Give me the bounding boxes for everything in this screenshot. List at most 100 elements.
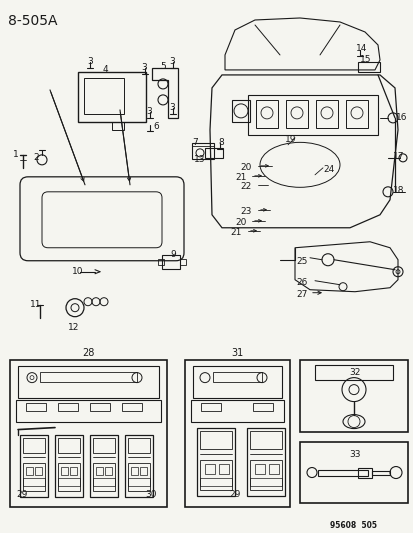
Bar xyxy=(255,100,277,128)
Text: 1: 1 xyxy=(13,150,19,159)
Text: 30: 30 xyxy=(145,489,156,498)
Bar xyxy=(23,463,45,490)
Bar xyxy=(315,100,337,128)
Bar xyxy=(192,143,214,159)
Bar xyxy=(40,372,137,382)
Bar xyxy=(61,466,68,474)
Bar xyxy=(247,427,284,496)
Bar xyxy=(185,360,289,507)
Bar xyxy=(10,360,166,507)
Text: 20: 20 xyxy=(235,218,246,227)
Bar xyxy=(249,478,281,486)
Bar xyxy=(161,255,180,269)
Bar xyxy=(231,100,249,122)
Text: 33: 33 xyxy=(348,449,360,458)
Text: 14: 14 xyxy=(355,44,366,53)
Text: 10: 10 xyxy=(72,266,83,276)
Text: 23: 23 xyxy=(240,207,251,216)
Bar xyxy=(84,78,124,114)
Text: 2: 2 xyxy=(33,153,38,162)
Text: 13: 13 xyxy=(194,155,205,164)
Bar xyxy=(58,463,80,490)
Text: 3: 3 xyxy=(87,57,93,66)
Bar xyxy=(345,100,367,128)
Text: 9: 9 xyxy=(170,250,176,259)
Text: 11: 11 xyxy=(30,300,41,309)
Bar xyxy=(314,365,392,379)
Text: 29: 29 xyxy=(16,489,27,498)
Bar xyxy=(192,366,281,398)
Bar xyxy=(26,466,33,474)
Text: 24: 24 xyxy=(322,165,333,174)
Bar xyxy=(249,431,281,449)
Bar xyxy=(128,463,150,490)
Bar xyxy=(299,360,407,432)
Text: 16: 16 xyxy=(395,113,406,122)
Bar xyxy=(285,100,307,128)
Text: 3: 3 xyxy=(146,107,152,116)
Bar xyxy=(204,464,214,473)
Text: 15: 15 xyxy=(359,55,370,64)
Bar xyxy=(140,466,147,474)
Text: 26: 26 xyxy=(295,278,306,287)
Text: 95608  505: 95608 505 xyxy=(329,521,376,530)
Bar xyxy=(58,438,80,453)
Bar xyxy=(23,478,45,486)
Bar xyxy=(93,463,115,490)
Bar xyxy=(218,464,228,473)
Bar xyxy=(204,148,223,158)
Bar xyxy=(90,402,110,410)
Bar xyxy=(299,441,407,504)
Text: 28: 28 xyxy=(82,348,95,358)
Bar xyxy=(371,471,389,474)
Bar xyxy=(105,466,112,474)
Text: 27: 27 xyxy=(295,290,306,298)
Bar xyxy=(317,470,367,475)
Bar xyxy=(78,72,146,122)
Bar xyxy=(26,402,46,410)
Bar xyxy=(180,259,185,265)
Text: 4: 4 xyxy=(103,65,108,74)
Text: 19: 19 xyxy=(284,135,296,144)
Bar xyxy=(190,400,283,422)
Text: 3: 3 xyxy=(141,63,146,72)
Bar xyxy=(201,402,221,410)
Bar xyxy=(93,478,115,486)
Bar xyxy=(125,434,153,497)
Bar xyxy=(254,464,264,473)
Text: 8-505A: 8-505A xyxy=(8,14,57,28)
Bar xyxy=(199,431,231,449)
Bar xyxy=(58,402,78,410)
Text: 32: 32 xyxy=(348,368,359,377)
Bar xyxy=(357,467,371,478)
Text: 12: 12 xyxy=(68,322,79,332)
Text: 6: 6 xyxy=(153,122,158,131)
Text: 8: 8 xyxy=(218,138,223,147)
Bar xyxy=(128,478,150,486)
Bar xyxy=(249,459,281,489)
Bar xyxy=(122,402,142,410)
Text: 29: 29 xyxy=(229,489,240,498)
Text: 22: 22 xyxy=(240,182,251,191)
Bar xyxy=(197,427,235,496)
Text: 5: 5 xyxy=(159,62,165,71)
Text: 17: 17 xyxy=(392,152,404,161)
Bar xyxy=(252,402,272,410)
Bar xyxy=(268,464,278,473)
Bar xyxy=(16,400,161,422)
Text: 31: 31 xyxy=(231,348,243,358)
Text: 20: 20 xyxy=(240,163,251,172)
Bar xyxy=(70,466,77,474)
Bar xyxy=(247,95,377,135)
Text: 21: 21 xyxy=(235,173,246,182)
Bar xyxy=(96,466,103,474)
Bar xyxy=(18,366,159,398)
Bar xyxy=(35,466,42,474)
Bar xyxy=(199,478,231,486)
Bar xyxy=(131,466,138,474)
Bar xyxy=(93,438,115,453)
Text: 3: 3 xyxy=(169,103,174,112)
Bar xyxy=(128,438,150,453)
Bar xyxy=(158,259,164,265)
Text: 21: 21 xyxy=(230,228,241,237)
